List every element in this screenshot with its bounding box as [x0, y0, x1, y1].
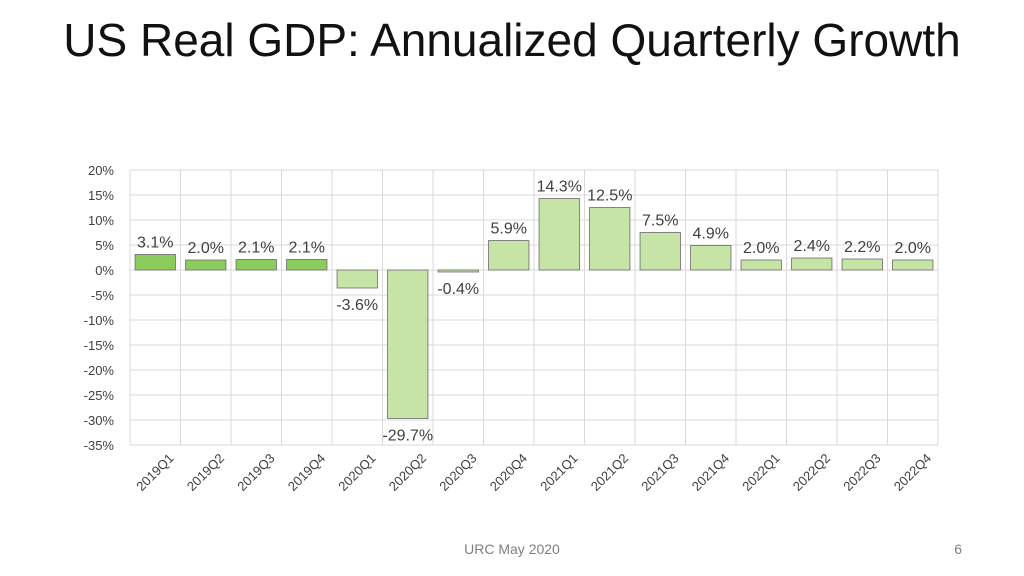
- bar-2019Q3: [235, 259, 277, 271]
- bar-2022Q2: [791, 257, 833, 271]
- data-label-2020Q3: -0.4%: [437, 281, 479, 298]
- bar-2021Q2: [589, 207, 631, 271]
- bar-2022Q4: [892, 259, 934, 271]
- data-label-2022Q2: 2.4%: [794, 238, 830, 255]
- page-number: 6: [954, 541, 962, 557]
- data-label-2020Q2: -29.7%: [382, 428, 433, 445]
- x-tick-label: 2021Q1: [537, 451, 580, 494]
- data-label-2019Q2: 2.0%: [188, 240, 224, 257]
- data-label-2019Q3: 2.1%: [238, 240, 274, 257]
- x-tick-label: 2021Q4: [689, 451, 732, 494]
- data-label-2021Q2: 12.5%: [587, 188, 632, 205]
- data-label-2022Q4: 2.0%: [895, 240, 931, 257]
- data-label-2020Q1: -3.6%: [336, 297, 378, 314]
- footer-text: URC May 2020: [464, 541, 560, 557]
- y-tick-label: -20%: [84, 363, 115, 378]
- x-tick-label: 2021Q2: [588, 451, 631, 494]
- y-tick-label: 5%: [95, 238, 114, 253]
- y-tick-label: -15%: [84, 338, 115, 353]
- y-tick-label: 20%: [88, 163, 114, 178]
- bar-2019Q2: [185, 259, 227, 271]
- bar-2020Q2: [387, 269, 429, 419]
- bar-2019Q1: [134, 254, 176, 271]
- bar-2021Q1: [538, 198, 580, 271]
- bar-2022Q3: [841, 258, 883, 271]
- x-tick-label: 2022Q4: [891, 451, 934, 494]
- x-tick-label: 2019Q3: [234, 451, 277, 494]
- bar-2022Q1: [740, 259, 782, 271]
- slide-title: US Real GDP: Annualized Quarterly Growth: [63, 14, 961, 66]
- x-tick-label: 2020Q1: [335, 451, 378, 494]
- bar-2020Q1: [336, 269, 378, 289]
- bar-2019Q4: [286, 259, 328, 271]
- y-tick-label: -30%: [84, 413, 115, 428]
- data-label-2021Q3: 7.5%: [642, 213, 678, 230]
- bar-2020Q3: [437, 269, 479, 273]
- x-tick-label: 2020Q4: [487, 451, 530, 494]
- data-label-2021Q4: 4.9%: [693, 226, 729, 243]
- y-tick-label: 15%: [88, 188, 114, 203]
- data-label-2022Q3: 2.2%: [844, 239, 880, 256]
- x-tick-label: 2019Q1: [133, 451, 176, 494]
- x-tick-label: 2020Q3: [436, 451, 479, 494]
- y-tick-label: 10%: [88, 213, 114, 228]
- x-tick-label: 2020Q2: [386, 451, 429, 494]
- y-tick-label: -25%: [84, 388, 115, 403]
- data-label-2019Q1: 3.1%: [137, 235, 173, 252]
- x-tick-label: 2022Q3: [840, 451, 883, 494]
- x-tick-label: 2022Q1: [739, 451, 782, 494]
- data-label-2022Q1: 2.0%: [743, 240, 779, 257]
- y-tick-label: -35%: [84, 438, 115, 453]
- x-tick-label: 2019Q4: [285, 451, 328, 494]
- data-label-2019Q4: 2.1%: [289, 240, 325, 257]
- x-tick-label: 2019Q2: [184, 451, 227, 494]
- x-tick-label: 2021Q3: [638, 451, 681, 494]
- bar-2021Q3: [639, 232, 681, 271]
- bar-2020Q4: [488, 240, 530, 271]
- bar-2021Q4: [690, 245, 732, 271]
- data-label-2021Q1: 14.3%: [537, 179, 582, 196]
- data-label-2020Q4: 5.9%: [491, 221, 527, 238]
- y-tick-label: -5%: [91, 288, 115, 303]
- y-tick-label: -10%: [84, 313, 115, 328]
- x-tick-label: 2022Q2: [790, 451, 833, 494]
- y-tick-label: 0%: [95, 263, 114, 278]
